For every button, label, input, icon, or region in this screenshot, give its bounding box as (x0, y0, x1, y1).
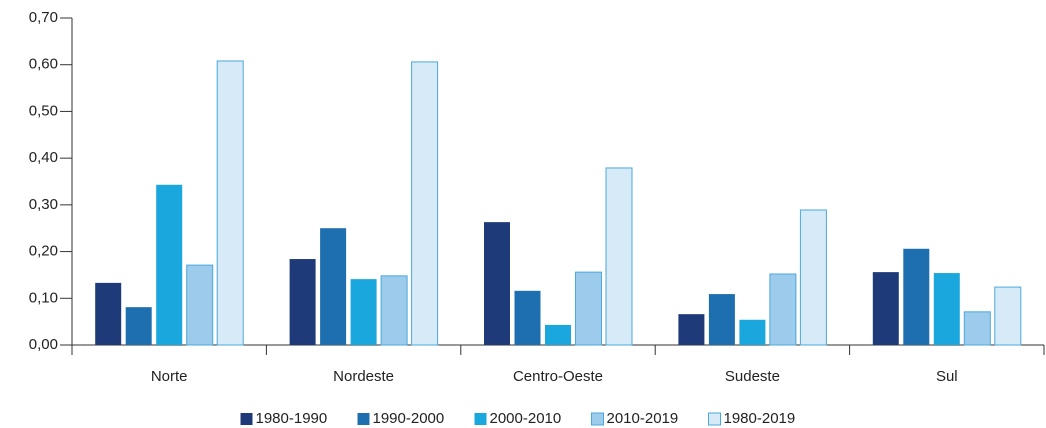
legend-label: 1990-2000 (373, 410, 445, 427)
y-tick-label: 0,40 (29, 149, 58, 166)
bar (216, 60, 244, 346)
bar (545, 324, 571, 345)
legend-swatch (474, 413, 487, 425)
y-tick-label: 0,60 (29, 56, 58, 73)
legend-swatch (240, 413, 253, 425)
bar (156, 184, 183, 345)
legend-label: 2000-2010 (490, 410, 562, 427)
y-tick-label: 0,20 (29, 243, 58, 260)
bar (769, 273, 797, 346)
bar (411, 61, 439, 346)
bar (872, 272, 899, 345)
bar (739, 319, 766, 345)
bar (605, 167, 633, 346)
bar (708, 294, 735, 345)
legend-swatch (357, 413, 370, 425)
legend-swatch (591, 412, 604, 426)
bar (799, 209, 827, 346)
y-tick-label: 0,30 (29, 196, 58, 213)
y-tick-label: 0,50 (29, 102, 58, 119)
bar (186, 264, 214, 346)
bar (678, 314, 705, 345)
x-tick-label: Centro-Oeste (513, 368, 603, 385)
bar (95, 282, 122, 345)
y-tick-label: 0,10 (29, 289, 58, 306)
x-tick-label: Sul (936, 368, 958, 385)
bar (903, 248, 930, 345)
x-tick-label: Nordeste (333, 368, 394, 385)
bar (380, 275, 408, 346)
legend-label: 2010-2019 (607, 410, 679, 427)
y-tick-label: 0,00 (29, 336, 58, 353)
bar (994, 286, 1022, 346)
bar (963, 311, 991, 346)
bar (575, 271, 602, 346)
bar (933, 273, 960, 345)
y-tick-label: 0,70 (29, 9, 58, 26)
bar (514, 290, 541, 345)
bar (320, 228, 347, 345)
bar (484, 222, 510, 345)
bar (350, 279, 377, 345)
x-tick-label: Sudeste (725, 368, 780, 385)
x-tick-label: Norte (151, 368, 188, 385)
bar (125, 307, 152, 345)
legend-label: 1980-1990 (256, 410, 328, 427)
legend-swatch (708, 412, 721, 426)
bar (289, 259, 316, 345)
legend-label: 1980-2019 (724, 410, 796, 427)
